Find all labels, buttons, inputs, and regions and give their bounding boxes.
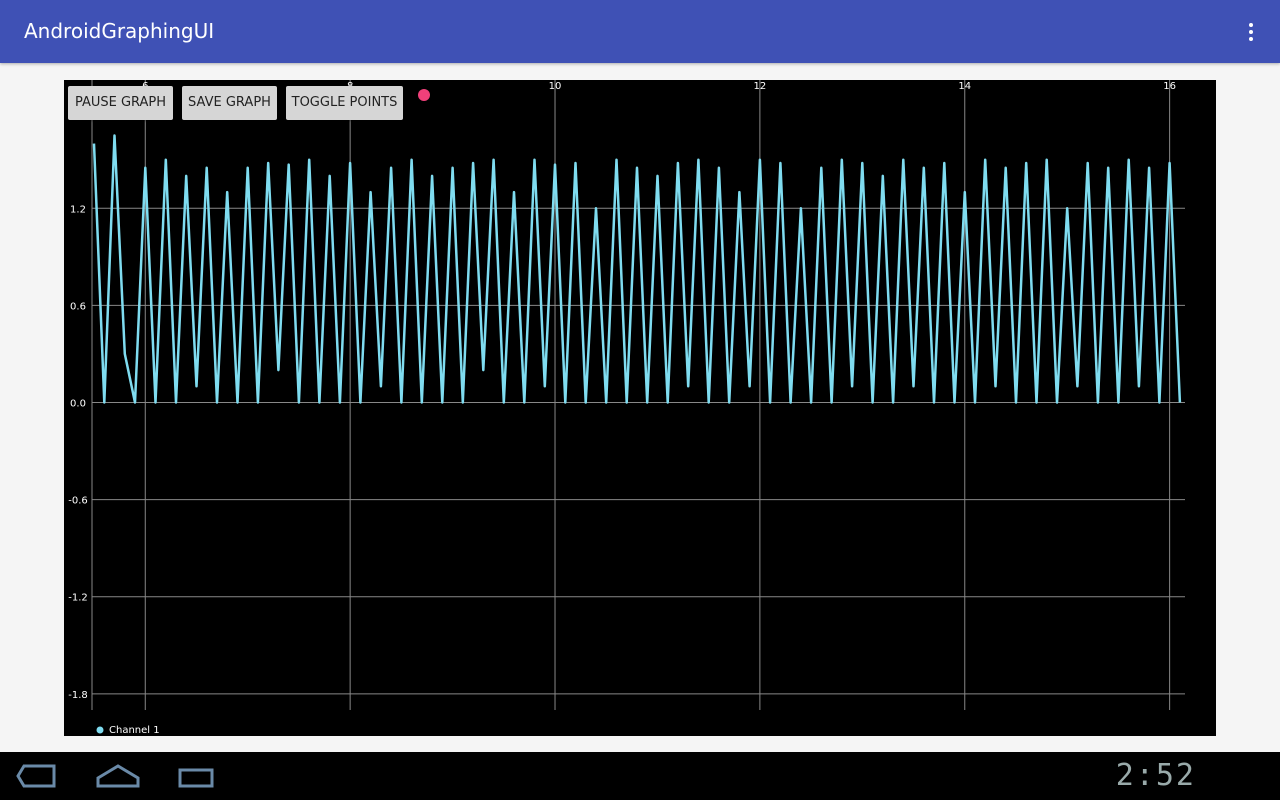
clock: 2:52 — [1115, 758, 1196, 793]
legend-label: Channel 1 — [109, 725, 160, 736]
x-tick-label: 14 — [958, 81, 971, 92]
indicator-dot — [418, 89, 430, 101]
overflow-menu[interactable] — [1249, 23, 1253, 44]
chart-background — [64, 80, 1216, 736]
y-tick-label: 0.0 — [70, 399, 86, 410]
y-tick-label: -1.2 — [68, 593, 88, 604]
y-tick-label: 0.6 — [70, 301, 86, 312]
home-button[interactable] — [96, 764, 140, 788]
x-tick-label: 10 — [549, 81, 562, 92]
nav-buttons — [16, 764, 214, 788]
y-tick-label: -0.6 — [68, 496, 88, 507]
x-tick-label: 12 — [754, 81, 767, 92]
y-tick-label: 1.2 — [70, 204, 86, 215]
recents-button[interactable] — [178, 768, 214, 788]
pause-button[interactable]: PAUSE GRAPH — [68, 86, 173, 120]
x-tick-label: 16 — [1163, 81, 1176, 92]
app-title: AndroidGraphingUI — [24, 19, 215, 43]
legend-swatch — [96, 726, 104, 734]
y-tick-label: -1.8 — [68, 690, 88, 701]
data-line — [92, 134, 1182, 404]
system-bar: 2:52 — [0, 752, 1280, 800]
toggle-points-button[interactable]: TOGGLE POINTS — [286, 86, 403, 120]
save-button[interactable]: SAVE GRAPH — [182, 86, 277, 120]
back-button[interactable] — [16, 764, 56, 788]
app-bar: AndroidGraphingUI — [0, 0, 1280, 63]
